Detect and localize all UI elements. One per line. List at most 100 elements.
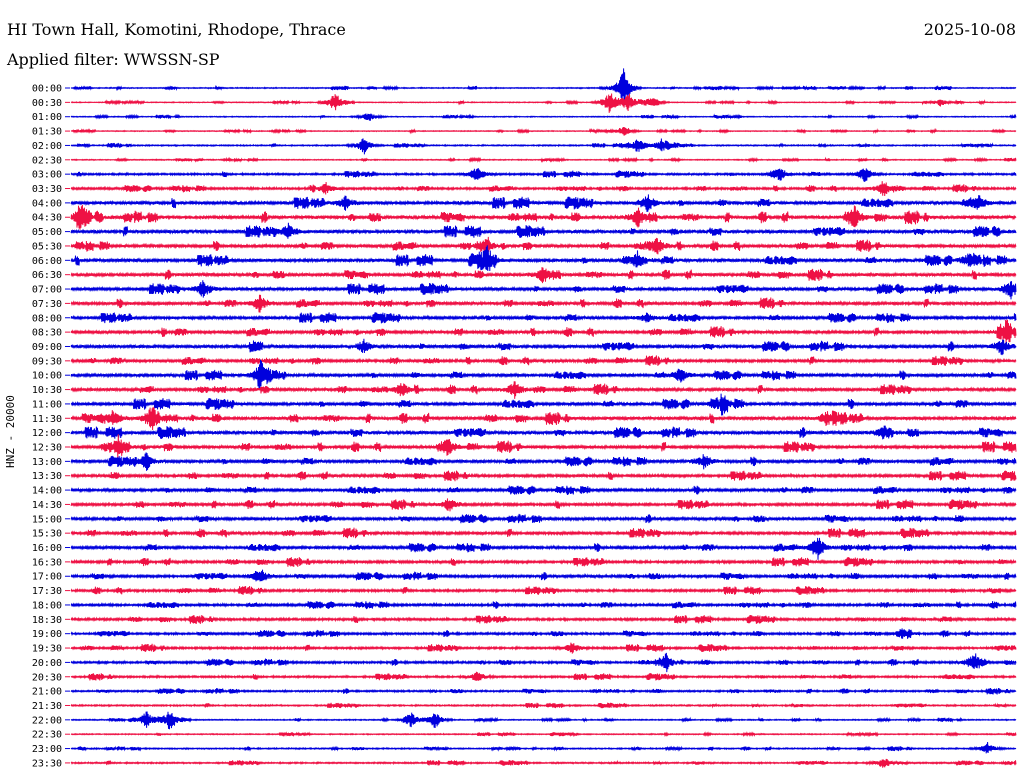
row-label: 15:00 xyxy=(32,514,62,525)
row-label: 07:30 xyxy=(32,299,62,310)
trace-row-16 xyxy=(70,312,1017,324)
row-label: 22:30 xyxy=(32,730,62,741)
row-label: 11:30 xyxy=(32,414,62,425)
row-label: 09:00 xyxy=(32,342,62,353)
trace-row-45 xyxy=(70,731,1017,738)
row-labels: 00:00 00:30 01:00 01:30 02:00 02:30 03:00 03:30… xyxy=(32,84,70,769)
row-label: 17:30 xyxy=(32,586,62,597)
row-label: 21:00 xyxy=(32,687,62,698)
trace-row-29 xyxy=(70,498,1017,512)
trace-row-42 xyxy=(70,687,1017,695)
trace-row-33 xyxy=(70,557,1017,567)
trace-row-14 xyxy=(70,280,1017,300)
row-label: 05:00 xyxy=(32,227,62,238)
row-label: 18:30 xyxy=(32,615,62,626)
row-label: 14:00 xyxy=(32,486,62,497)
row-label: 05:30 xyxy=(32,241,62,252)
trace-row-0 xyxy=(70,68,1017,106)
trace-row-32 xyxy=(70,537,1017,560)
row-label: 06:00 xyxy=(32,256,62,267)
row-label: 10:00 xyxy=(32,371,62,382)
trace-row-8 xyxy=(70,194,1017,213)
trace-row-12 xyxy=(70,245,1017,272)
trace-row-27 xyxy=(70,470,1017,482)
row-label: 11:00 xyxy=(32,399,62,410)
trace-row-41 xyxy=(70,671,1017,681)
row-label: 17:00 xyxy=(32,572,62,583)
row-label: 22:00 xyxy=(32,715,62,726)
trace-row-2 xyxy=(70,113,1017,121)
trace-row-38 xyxy=(70,628,1017,639)
trace-row-6 xyxy=(70,168,1017,183)
trace-row-15 xyxy=(70,294,1017,313)
row-label: 00:30 xyxy=(32,98,62,109)
trace-row-40 xyxy=(70,652,1017,673)
row-label: 20:00 xyxy=(32,658,62,669)
trace-row-10 xyxy=(70,222,1017,239)
trace-row-11 xyxy=(70,236,1017,257)
row-label: 13:00 xyxy=(32,457,62,468)
trace-row-5 xyxy=(70,156,1017,163)
row-label: 12:00 xyxy=(32,428,62,439)
row-label: 06:30 xyxy=(32,270,62,281)
trace-row-9 xyxy=(70,204,1017,230)
row-label: 16:00 xyxy=(32,543,62,554)
row-label: 20:30 xyxy=(32,672,62,683)
trace-row-7 xyxy=(70,181,1017,197)
row-label: 00:00 xyxy=(32,84,62,95)
trace-row-47 xyxy=(70,758,1017,768)
row-label: 18:00 xyxy=(32,600,62,611)
trace-row-26 xyxy=(70,452,1017,471)
trace-row-21 xyxy=(70,381,1017,399)
row-label: 21:30 xyxy=(32,701,62,712)
row-label: 08:30 xyxy=(32,328,62,339)
trace-row-17 xyxy=(70,319,1017,345)
row-label: 03:30 xyxy=(32,184,62,195)
row-label: 02:30 xyxy=(32,155,62,166)
trace-row-1 xyxy=(70,93,1017,113)
trace-row-43 xyxy=(70,702,1017,709)
row-label: 16:30 xyxy=(32,557,62,568)
trace-row-37 xyxy=(70,614,1017,624)
trace-row-34 xyxy=(70,569,1017,582)
row-label: 13:30 xyxy=(32,471,62,482)
date-label: 2025-10-08 xyxy=(923,20,1016,39)
row-label: 07:00 xyxy=(32,285,62,296)
trace-row-19 xyxy=(70,355,1017,366)
trace-row-39 xyxy=(70,642,1017,654)
trace-row-46 xyxy=(70,741,1017,754)
trace-row-35 xyxy=(70,585,1017,595)
trace-row-31 xyxy=(70,527,1017,539)
trace-rows xyxy=(70,68,1017,768)
row-label: 01:00 xyxy=(32,112,62,123)
row-label: 09:30 xyxy=(32,356,62,367)
trace-row-13 xyxy=(70,267,1017,284)
row-label: 19:00 xyxy=(32,629,62,640)
row-label: 03:00 xyxy=(32,170,62,181)
row-label: 10:30 xyxy=(32,385,62,396)
row-label: 19:30 xyxy=(32,644,62,655)
trace-row-20 xyxy=(70,359,1017,391)
trace-row-28 xyxy=(70,485,1017,496)
filter-label: Applied filter: WWSSN-SP xyxy=(7,50,220,69)
station-title: HI Town Hall, Komotini, Rhodope, Thrace xyxy=(7,20,346,39)
trace-row-22 xyxy=(70,393,1017,416)
row-label: 02:00 xyxy=(32,141,62,152)
trace-row-44 xyxy=(70,711,1017,730)
row-label: 14:30 xyxy=(32,500,62,511)
row-label: 01:30 xyxy=(32,127,62,138)
row-label: 08:00 xyxy=(32,313,62,324)
trace-row-36 xyxy=(70,601,1017,610)
row-label: 12:30 xyxy=(32,443,62,454)
trace-row-18 xyxy=(70,338,1017,356)
row-label: 23:00 xyxy=(32,744,62,755)
row-label: 04:00 xyxy=(32,198,62,209)
trace-row-3 xyxy=(70,126,1017,136)
trace-row-25 xyxy=(70,434,1017,458)
trace-row-24 xyxy=(70,425,1017,440)
trace-row-23 xyxy=(70,406,1017,431)
trace-row-30 xyxy=(70,513,1017,524)
row-label: 15:30 xyxy=(32,529,62,540)
row-label: 23:30 xyxy=(32,758,62,769)
